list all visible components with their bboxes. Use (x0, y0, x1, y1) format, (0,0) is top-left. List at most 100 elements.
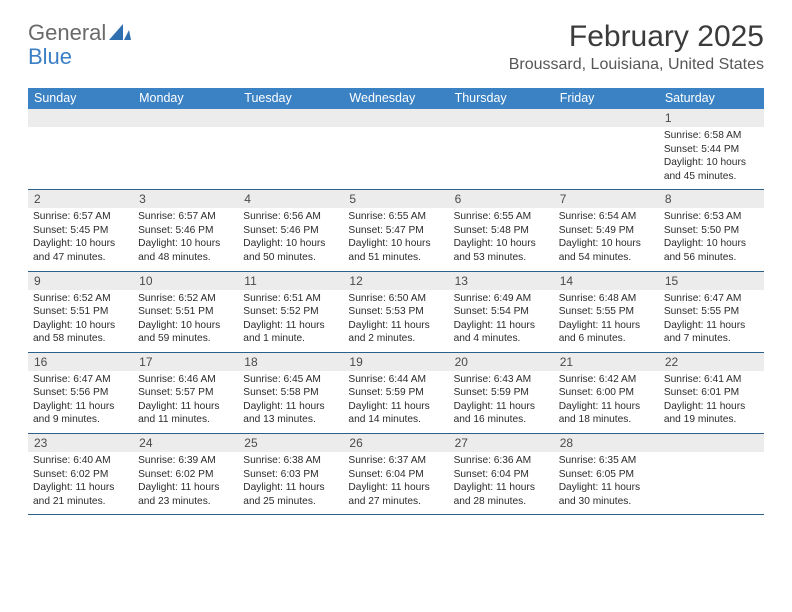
sunset-text: Sunset: 6:02 PM (138, 468, 233, 482)
sunset-text: Sunset: 5:51 PM (138, 305, 233, 319)
daylight-text: Daylight: 10 hours and 59 minutes. (138, 319, 233, 346)
day-cell: Sunrise: 6:38 AMSunset: 6:03 PMDaylight:… (238, 454, 343, 514)
day-number-row: 232425262728 (28, 434, 764, 452)
sunrise-text: Sunrise: 6:42 AM (559, 373, 654, 387)
sunrise-text: Sunrise: 6:51 AM (243, 292, 338, 306)
day-number: 4 (238, 190, 343, 208)
sunrise-text: Sunrise: 6:37 AM (348, 454, 443, 468)
weekday-saturday: Saturday (659, 88, 764, 109)
day-number: 26 (343, 434, 448, 452)
week-row: Sunrise: 6:40 AMSunset: 6:02 PMDaylight:… (28, 454, 764, 515)
daylight-text: Daylight: 11 hours and 28 minutes. (454, 481, 549, 508)
title-block: February 2025 Broussard, Louisiana, Unit… (509, 20, 764, 74)
weekday-thursday: Thursday (449, 88, 554, 109)
sunrise-text: Sunrise: 6:56 AM (243, 210, 338, 224)
sunset-text: Sunset: 5:56 PM (33, 386, 128, 400)
weekday-header-row: Sunday Monday Tuesday Wednesday Thursday… (28, 88, 764, 109)
sunrise-text: Sunrise: 6:49 AM (454, 292, 549, 306)
day-cell: Sunrise: 6:50 AMSunset: 5:53 PMDaylight:… (343, 292, 448, 352)
daylight-text: Daylight: 11 hours and 9 minutes. (33, 400, 128, 427)
day-cell: Sunrise: 6:58 AMSunset: 5:44 PMDaylight:… (659, 129, 764, 189)
day-cell: Sunrise: 6:52 AMSunset: 5:51 PMDaylight:… (28, 292, 133, 352)
daylight-text: Daylight: 11 hours and 27 minutes. (348, 481, 443, 508)
day-cell (449, 129, 554, 189)
sunrise-text: Sunrise: 6:40 AM (33, 454, 128, 468)
logo: General (28, 20, 131, 46)
day-number: 11 (238, 272, 343, 290)
day-cell: Sunrise: 6:40 AMSunset: 6:02 PMDaylight:… (28, 454, 133, 514)
weekday-sunday: Sunday (28, 88, 133, 109)
daylight-text: Daylight: 10 hours and 54 minutes. (559, 237, 654, 264)
sunrise-text: Sunrise: 6:38 AM (243, 454, 338, 468)
day-number: 24 (133, 434, 238, 452)
sunset-text: Sunset: 5:49 PM (559, 224, 654, 238)
weekday-wednesday: Wednesday (343, 88, 448, 109)
daylight-text: Daylight: 11 hours and 16 minutes. (454, 400, 549, 427)
logo-word-2: Blue (28, 44, 72, 70)
logo-word-1: General (28, 20, 106, 46)
day-number: 15 (659, 272, 764, 290)
day-cell: Sunrise: 6:36 AMSunset: 6:04 PMDaylight:… (449, 454, 554, 514)
daylight-text: Daylight: 11 hours and 19 minutes. (664, 400, 759, 427)
sunrise-text: Sunrise: 6:52 AM (138, 292, 233, 306)
sunset-text: Sunset: 5:54 PM (454, 305, 549, 319)
sunset-text: Sunset: 6:01 PM (664, 386, 759, 400)
day-cell: Sunrise: 6:39 AMSunset: 6:02 PMDaylight:… (133, 454, 238, 514)
sunset-text: Sunset: 5:59 PM (454, 386, 549, 400)
daylight-text: Daylight: 11 hours and 18 minutes. (559, 400, 654, 427)
day-number: 21 (554, 353, 659, 371)
sunset-text: Sunset: 5:55 PM (559, 305, 654, 319)
day-cell: Sunrise: 6:57 AMSunset: 5:45 PMDaylight:… (28, 210, 133, 270)
sunset-text: Sunset: 5:55 PM (664, 305, 759, 319)
daylight-text: Daylight: 11 hours and 23 minutes. (138, 481, 233, 508)
day-cell (133, 129, 238, 189)
day-number: 7 (554, 190, 659, 208)
day-number: 22 (659, 353, 764, 371)
daylight-text: Daylight: 11 hours and 21 minutes. (33, 481, 128, 508)
day-cell: Sunrise: 6:45 AMSunset: 5:58 PMDaylight:… (238, 373, 343, 433)
day-cell: Sunrise: 6:43 AMSunset: 5:59 PMDaylight:… (449, 373, 554, 433)
day-cell: Sunrise: 6:37 AMSunset: 6:04 PMDaylight:… (343, 454, 448, 514)
day-number (343, 109, 448, 127)
day-number: 14 (554, 272, 659, 290)
sunset-text: Sunset: 5:53 PM (348, 305, 443, 319)
sunrise-text: Sunrise: 6:54 AM (559, 210, 654, 224)
sunrise-text: Sunrise: 6:55 AM (454, 210, 549, 224)
week-row: Sunrise: 6:52 AMSunset: 5:51 PMDaylight:… (28, 292, 764, 353)
day-cell (238, 129, 343, 189)
sunset-text: Sunset: 5:46 PM (243, 224, 338, 238)
day-number: 3 (133, 190, 238, 208)
sunrise-text: Sunrise: 6:44 AM (348, 373, 443, 387)
day-cell (28, 129, 133, 189)
day-number: 19 (343, 353, 448, 371)
sunrise-text: Sunrise: 6:39 AM (138, 454, 233, 468)
day-number (554, 109, 659, 127)
day-number: 16 (28, 353, 133, 371)
sunset-text: Sunset: 6:04 PM (348, 468, 443, 482)
sunrise-text: Sunrise: 6:45 AM (243, 373, 338, 387)
sunrise-text: Sunrise: 6:57 AM (33, 210, 128, 224)
day-number: 6 (449, 190, 554, 208)
sunset-text: Sunset: 5:50 PM (664, 224, 759, 238)
day-number: 5 (343, 190, 448, 208)
day-cell: Sunrise: 6:55 AMSunset: 5:47 PMDaylight:… (343, 210, 448, 270)
day-number (28, 109, 133, 127)
day-cell: Sunrise: 6:46 AMSunset: 5:57 PMDaylight:… (133, 373, 238, 433)
day-number-row: 1 (28, 109, 764, 127)
day-cell: Sunrise: 6:54 AMSunset: 5:49 PMDaylight:… (554, 210, 659, 270)
daylight-text: Daylight: 11 hours and 2 minutes. (348, 319, 443, 346)
daylight-text: Daylight: 11 hours and 14 minutes. (348, 400, 443, 427)
day-number: 25 (238, 434, 343, 452)
sunrise-text: Sunrise: 6:47 AM (664, 292, 759, 306)
day-cell (343, 129, 448, 189)
sunset-text: Sunset: 6:05 PM (559, 468, 654, 482)
daylight-text: Daylight: 11 hours and 13 minutes. (243, 400, 338, 427)
sunset-text: Sunset: 5:46 PM (138, 224, 233, 238)
sunrise-text: Sunrise: 6:35 AM (559, 454, 654, 468)
week-row: Sunrise: 6:57 AMSunset: 5:45 PMDaylight:… (28, 210, 764, 271)
daylight-text: Daylight: 11 hours and 11 minutes. (138, 400, 233, 427)
sunrise-text: Sunrise: 6:50 AM (348, 292, 443, 306)
month-title: February 2025 (509, 20, 764, 54)
sunrise-text: Sunrise: 6:53 AM (664, 210, 759, 224)
day-number: 13 (449, 272, 554, 290)
